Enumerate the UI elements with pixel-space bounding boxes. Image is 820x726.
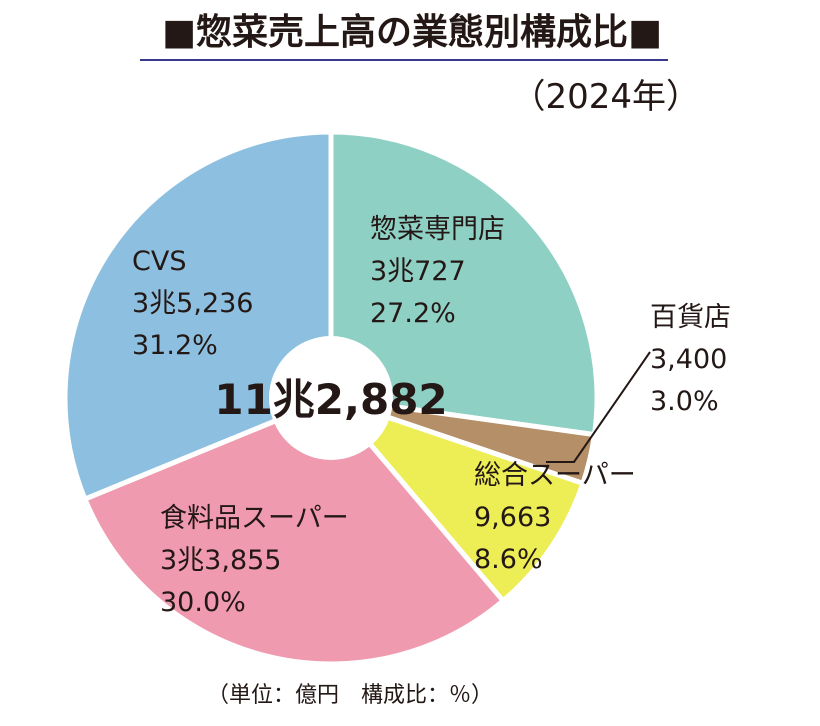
slice-amount: 3,400 bbox=[650, 344, 727, 375]
slice-percent: 27.2% bbox=[370, 298, 456, 329]
slice-percent: 30.0% bbox=[160, 587, 246, 618]
slice-name: 総合スーパー bbox=[474, 460, 636, 491]
slice-amount: 9,663 bbox=[474, 502, 551, 533]
label-shokuryohin-super: 食料品スーパー 3兆3,855 30.0% bbox=[160, 503, 349, 618]
label-hyakkaten: 百貨店 3,400 3.0% bbox=[650, 302, 731, 417]
slice-amount: 3兆727 bbox=[370, 256, 466, 287]
slice-amount: 3兆5,236 bbox=[132, 288, 253, 319]
slice-percent: 8.6% bbox=[474, 544, 543, 575]
label-sozai-senmonten: 惣菜専門店 3兆727 27.2% bbox=[370, 214, 505, 329]
slice-name: 食料品スーパー bbox=[160, 503, 349, 534]
pie-slices bbox=[62, 129, 600, 667]
slice-name: CVS bbox=[132, 246, 186, 277]
slice-amount: 3兆3,855 bbox=[160, 545, 281, 576]
footnote: （単位：億円 構成比：％） bbox=[207, 683, 493, 708]
slice-name: 百貨店 bbox=[650, 302, 731, 333]
pie-slice-3 bbox=[82, 395, 506, 667]
chart-subtitle: （2024年） bbox=[511, 77, 700, 117]
label-cvs: CVS 3兆5,236 31.2% bbox=[132, 246, 253, 361]
label-sogo-super: 総合スーパー 9,663 8.6% bbox=[474, 460, 636, 575]
center-total: 11兆2,882 bbox=[214, 375, 447, 424]
pie-slice-4 bbox=[62, 129, 334, 502]
slice-percent: 31.2% bbox=[132, 330, 218, 361]
pie-slice-2 bbox=[328, 395, 586, 604]
leader-line bbox=[546, 351, 651, 463]
chart-title: ■惣菜売上高の業態別構成比■ bbox=[162, 12, 662, 53]
slice-name: 惣菜専門店 bbox=[370, 214, 505, 245]
slice-percent: 3.0% bbox=[650, 386, 719, 417]
donut-hole bbox=[269, 336, 393, 460]
pie-slice-0 bbox=[328, 129, 600, 438]
